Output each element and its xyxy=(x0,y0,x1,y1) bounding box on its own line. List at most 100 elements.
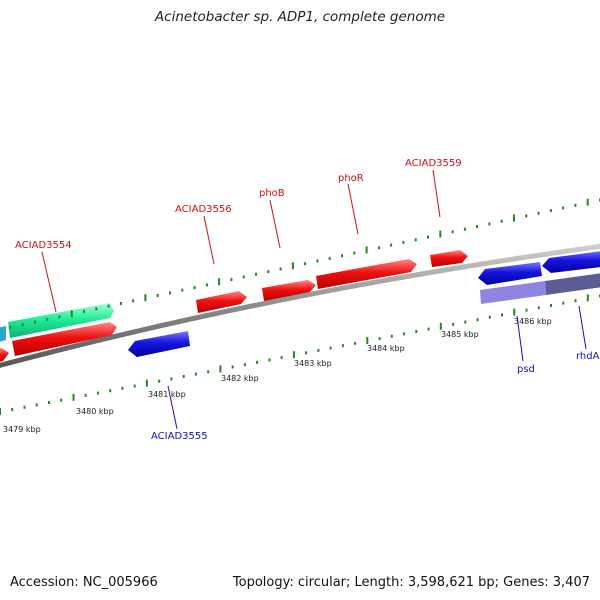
genome-summary-text: Topology: circular; Length: 3,598,621 bp… xyxy=(232,575,590,590)
gene-arrow-forward[interactable] xyxy=(0,348,9,363)
tick-mark xyxy=(58,315,61,319)
tick-mark xyxy=(132,299,135,303)
gene-arrow-forward[interactable] xyxy=(430,250,468,267)
tick-mark xyxy=(70,310,73,318)
tick-mark xyxy=(317,348,320,352)
tick-mark xyxy=(72,393,75,401)
gene-label[interactable]: ACIAD3556 xyxy=(175,204,232,215)
tick-mark xyxy=(279,267,282,271)
tick-mark xyxy=(500,219,503,223)
tick-mark xyxy=(291,262,294,270)
tick-mark xyxy=(402,240,405,244)
gene-arrow-reverse[interactable] xyxy=(478,262,542,285)
forward-label-lines xyxy=(41,169,441,313)
tick-mark xyxy=(366,337,369,344)
tick-mark xyxy=(537,306,540,310)
gene-label[interactable]: phoB xyxy=(259,188,285,199)
kbp-label: 3480 kbp xyxy=(76,407,114,416)
tick-mark xyxy=(525,214,528,218)
tick-mark xyxy=(35,403,38,407)
gene-label[interactable]: ACIAD3555 xyxy=(151,431,208,442)
reverse-label-lines xyxy=(167,305,587,430)
gene-label[interactable]: ACIAD3559 xyxy=(405,158,462,169)
tick-mark xyxy=(488,222,491,226)
tick-mark xyxy=(182,375,185,378)
tick-mark xyxy=(316,259,319,263)
tick-marks xyxy=(0,198,600,415)
reverse-gene-labels: ACIAD3555 psd rhdA xyxy=(151,351,600,442)
tick-mark xyxy=(268,358,271,362)
tick-mark xyxy=(280,356,283,360)
tick-mark xyxy=(341,344,344,348)
tick-mark xyxy=(390,334,393,338)
gene-arrow-forward[interactable] xyxy=(196,291,247,313)
misc-feature-band[interactable] xyxy=(545,272,600,295)
gene-arrow-reverse[interactable] xyxy=(128,331,190,357)
tick-mark xyxy=(537,211,540,215)
kbp-label: 3483 kbp xyxy=(294,359,332,368)
tick-mark xyxy=(415,330,418,333)
tick-mark xyxy=(525,308,528,312)
tick-mark xyxy=(403,332,406,336)
gene-label[interactable]: psd xyxy=(517,364,535,375)
tick-mark xyxy=(219,365,222,373)
forward-strand-genes xyxy=(0,250,468,363)
gene-arrow-forward[interactable] xyxy=(12,322,117,356)
tick-mark xyxy=(451,230,454,234)
kbp-label: 3486 kbp xyxy=(514,317,552,326)
tick-mark xyxy=(305,351,308,355)
tick-mark xyxy=(0,408,1,415)
misc-feature-band[interactable] xyxy=(480,281,546,304)
gene-arrow-rrna[interactable] xyxy=(8,303,114,338)
tick-mark xyxy=(60,398,63,402)
tick-mark xyxy=(586,294,589,302)
tick-mark xyxy=(33,320,36,324)
tick-mark xyxy=(97,391,99,395)
tick-mark xyxy=(292,351,295,359)
tick-mark xyxy=(109,389,112,393)
tick-mark xyxy=(205,283,208,287)
gene-label[interactable]: phoR xyxy=(338,173,364,184)
genome-backbone xyxy=(0,243,600,368)
gene-label[interactable]: rhdA xyxy=(576,351,600,362)
tick-mark xyxy=(84,393,87,397)
tick-mark xyxy=(562,206,565,210)
tick-mark xyxy=(341,254,343,258)
kbp-label: 3484 kbp xyxy=(367,344,405,353)
gene-arrow-reverse[interactable] xyxy=(542,250,600,273)
tick-mark xyxy=(9,325,12,329)
gene-arrow-forward[interactable] xyxy=(316,259,417,289)
tick-mark xyxy=(377,246,380,250)
tick-mark xyxy=(243,363,246,367)
reverse-strand-genes xyxy=(128,250,600,357)
tick-mark xyxy=(414,238,417,242)
gene-arrow-forward[interactable] xyxy=(262,280,316,301)
tick-mark xyxy=(119,302,122,305)
tick-mark xyxy=(231,365,234,369)
tick-mark xyxy=(218,278,221,286)
gene-label[interactable]: ACIAD3554 xyxy=(15,240,72,251)
tick-mark xyxy=(488,315,491,319)
tick-mark xyxy=(550,304,552,307)
tick-mark xyxy=(170,377,173,381)
tick-mark xyxy=(365,246,368,254)
tick-mark xyxy=(194,372,197,376)
map-title: Acinetobacter sp. ADP1, complete genome xyxy=(154,9,446,25)
tick-mark xyxy=(21,323,24,327)
tick-mark xyxy=(549,209,552,213)
tick-mark xyxy=(439,230,442,238)
gene-arrow-teal[interactable] xyxy=(0,326,6,343)
tick-mark xyxy=(83,309,85,313)
tick-mark xyxy=(169,291,171,295)
tick-mark xyxy=(328,256,331,260)
kbp-label: 3481 kbp xyxy=(148,390,186,399)
tick-mark xyxy=(353,251,356,255)
tick-mark xyxy=(463,227,466,231)
tick-mark xyxy=(574,299,577,303)
scale-labels: 3479 kbp 3480 kbp 3481 kbp 3482 kbp 3483… xyxy=(3,317,552,434)
tick-mark xyxy=(11,408,14,412)
tick-mark xyxy=(46,317,49,321)
tick-mark xyxy=(156,294,159,297)
tick-mark xyxy=(439,322,442,330)
